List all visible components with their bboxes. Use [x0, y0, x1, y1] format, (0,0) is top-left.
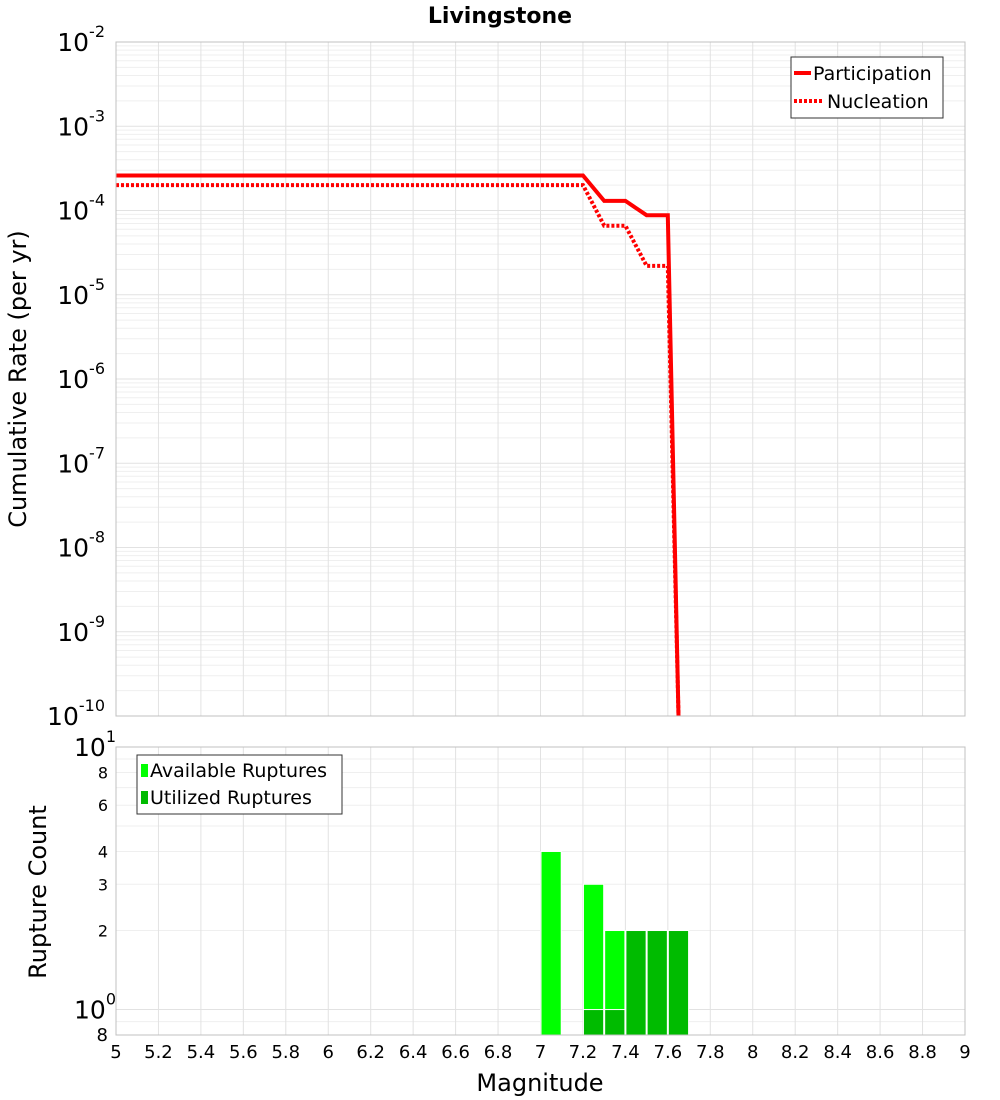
rate-panel: 10-10 10-9 10-8 10-7 10-6 10-5 10-4 10-3 10-2 Cu… — [4, 22, 966, 731]
series-line-nucleation — [116, 183, 681, 717]
utilized-bar — [667, 930, 690, 1036]
x-tick-label: 7.2 — [569, 1042, 598, 1063]
utilized-bar — [646, 930, 668, 1036]
rate-y-tick-label: 10-6 — [57, 359, 105, 394]
x-tick-label: 7.6 — [654, 1042, 683, 1063]
x-tick-label: 8 — [747, 1042, 758, 1063]
participation-legend-label: Participation — [813, 63, 932, 85]
rate-y-tick-label: 10-5 — [57, 275, 105, 310]
x-axis-label: Magnitude — [476, 1069, 603, 1097]
x-tick-label: 8.4 — [823, 1042, 852, 1063]
rate-y-tick-label: 10-7 — [57, 443, 105, 478]
count-y-tick-major-label: 100 — [74, 990, 116, 1025]
x-tick-label: 6.6 — [441, 1042, 470, 1063]
rate-y-axis-label: Cumulative Rate (per yr) — [4, 230, 32, 528]
x-tick-label: 5.2 — [144, 1042, 173, 1063]
rate-plot-border — [115, 41, 966, 717]
rate-y-tick-label: 10-4 — [57, 191, 105, 226]
x-tick-label: 8.8 — [908, 1042, 937, 1063]
x-tick-label: 6 — [323, 1042, 334, 1063]
utilized-bar — [604, 1009, 626, 1036]
rate-y-tick-label: 10-2 — [57, 22, 105, 57]
utilized-bar — [625, 930, 647, 1036]
x-tick-label: 7 — [535, 1042, 546, 1063]
x-tick-label: 5.4 — [187, 1042, 216, 1063]
count-y-tick-label: 3 — [98, 875, 108, 894]
utilized-legend-swatch — [141, 791, 148, 804]
x-tick-label: 5.6 — [229, 1042, 258, 1063]
x-tick-label: 5 — [110, 1042, 121, 1063]
available-legend-label: Available Ruptures — [150, 760, 327, 782]
chart-title: Livingstone — [428, 4, 572, 29]
rate-series-group — [116, 173, 681, 717]
count-x-ticks: 5 5.2 5.4 5.6 5.8 6 6.2 6.4 6.6 6.8 7 7.2 7.4 7.6 7.8 8… — [110, 1042, 970, 1063]
x-tick-label: 8.6 — [866, 1042, 895, 1063]
count-y-tick-label: 2 — [98, 922, 108, 941]
count-y-tick-label: 6 — [98, 796, 108, 815]
rate-y-tick-label: 10-8 — [57, 528, 105, 563]
rate-legend: Participation Nucleation — [790, 56, 944, 119]
x-tick-label: 5.8 — [271, 1042, 300, 1063]
utilized-legend-label: Utilized Ruptures — [150, 787, 312, 809]
rate-y-tick-label: 10-3 — [57, 106, 105, 141]
series-line-participation — [116, 173, 681, 717]
x-tick-label: 6.8 — [484, 1042, 513, 1063]
x-tick-label: 7.8 — [696, 1042, 725, 1063]
count-legend: Available Ruptures Utilized Ruptures — [136, 754, 343, 815]
count-legend-box — [136, 754, 343, 815]
rate-y-tick-label: 10-9 — [57, 612, 105, 647]
rate-legend-box — [790, 56, 944, 119]
count-y-tick-label: 8 — [97, 1025, 108, 1046]
count-y-axis-label: Rupture Count — [24, 805, 52, 979]
count-y-tick-major-label: 101 — [74, 727, 116, 762]
rate-y-tick-label: 10-10 — [47, 696, 105, 731]
x-tick-label: 6.4 — [399, 1042, 428, 1063]
count-y-tick-label: 4 — [98, 842, 108, 861]
x-tick-label: 8.2 — [781, 1042, 810, 1063]
rate-grid — [115, 41, 966, 717]
rate-y-ticks: 10-10 10-9 10-8 10-7 10-6 10-5 10-4 10-3 10-2 — [47, 22, 105, 731]
nucleation-legend-label: Nucleation — [827, 91, 929, 113]
x-tick-label: 7.4 — [611, 1042, 640, 1063]
available-bar — [540, 850, 562, 1036]
available-legend-swatch — [141, 764, 148, 777]
utilized-bar — [582, 1009, 605, 1036]
count-bars-group — [540, 850, 690, 1036]
x-tick-label: 6.2 — [356, 1042, 385, 1063]
count-y-tick-label: 8 — [98, 763, 108, 782]
x-tick-label: 9 — [959, 1042, 970, 1063]
count-plot-border — [115, 746, 966, 1036]
